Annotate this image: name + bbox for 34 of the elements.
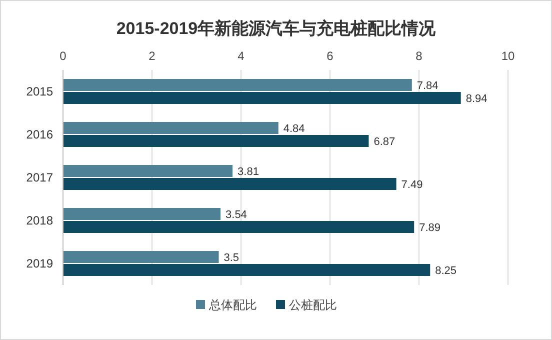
chart-title: 2015-2019年新能源汽车与充电桩配比情况	[116, 19, 437, 38]
y-tick-label: 2018	[26, 214, 54, 228]
x-tick-label: 4	[238, 49, 245, 63]
data-label: 7.49	[401, 179, 423, 191]
x-tick-label: 6	[326, 49, 334, 63]
bar	[63, 165, 233, 177]
data-label: 6.87	[374, 136, 396, 148]
data-label: 4.84	[283, 123, 305, 135]
bar	[63, 178, 396, 190]
bar	[63, 264, 430, 276]
legend-label: 总体配比	[208, 298, 257, 312]
x-tick-label: 10	[501, 49, 515, 63]
data-label: 7.84	[416, 80, 438, 92]
bar	[63, 251, 219, 263]
data-label: 8.25	[435, 265, 457, 277]
x-tick-label: 2	[148, 49, 156, 63]
bar	[63, 221, 414, 233]
y-tick-label: 2019	[26, 256, 54, 270]
y-tick-label: 2017	[26, 170, 54, 184]
y-tick-label: 2016	[26, 128, 54, 142]
y-tick-label: 2015	[26, 84, 54, 98]
bar	[63, 79, 412, 91]
legend-label: 公桩配比	[289, 298, 337, 312]
bar	[63, 135, 369, 147]
bar	[63, 208, 221, 220]
bar	[63, 92, 461, 104]
data-label: 7.89	[419, 222, 441, 234]
data-label: 3.54	[226, 209, 247, 221]
x-tick-label: 0	[60, 49, 67, 63]
data-label: 8.94	[466, 93, 488, 105]
data-label: 3.5	[224, 252, 240, 264]
data-label: 3.81	[238, 166, 259, 178]
x-tick-label: 8	[416, 49, 423, 63]
bar	[63, 122, 278, 134]
